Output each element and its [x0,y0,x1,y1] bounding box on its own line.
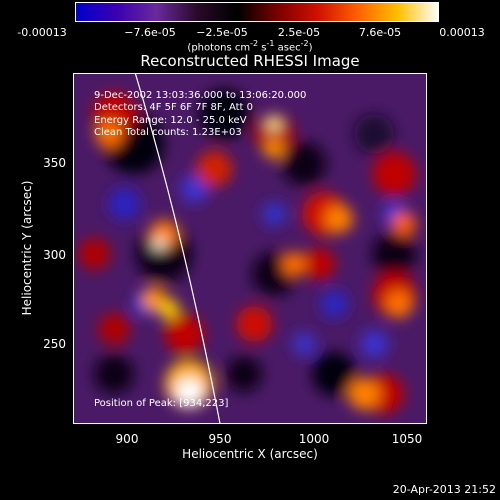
plot-title: Reconstructed RHESSI Image [140,52,360,70]
solar-limb-curve [134,74,221,423]
image-blob [325,205,353,233]
image-blob [226,356,262,392]
y-axis-label: Heliocentric Y (arcsec) [20,180,34,316]
y-tick-label: 300 [43,248,66,262]
image-blob [196,151,232,187]
x-axis-label: Heliocentric X (arcsec) [182,447,318,461]
reconstructed-image [74,74,426,423]
colorbar-tick-label: 7.6e-05 [358,26,402,39]
image-blob [372,152,416,196]
colorbar-tick-label: −7.6e-05 [124,26,176,39]
time-range-text: 9-Dec-2002 13:03:36.000 to 13:06:20.000 [94,90,307,101]
image-blob [264,139,284,159]
image-blob [348,378,380,410]
y-tick-label: 250 [43,337,66,351]
clean-counts-text: Clean Total counts: 1.23E+03 [94,127,242,138]
image-blob [372,232,416,276]
image-blob [282,252,306,276]
detectors-text: Detectors: 4F 5F 6F 7F 8F, Att 0 [94,102,254,113]
image-blob [78,238,110,270]
x-tick-label: 1050 [391,432,423,446]
image-blob [153,238,165,250]
image-blob [254,114,294,154]
image-blob [292,332,316,356]
x-tick-label: 950 [208,432,232,446]
image-blob [385,290,413,318]
peak-position-text: Position of Peak: [934,223] [94,398,229,409]
image-blob [320,290,348,318]
image-blob [360,330,388,358]
colorbar-tick-label: −2.5e-05 [196,26,248,39]
x-tick-label: 900 [115,432,139,446]
image-blob [262,202,286,226]
image-blob [175,378,203,406]
image-plot-area: 9-Dec-2002 13:03:36.000 to 13:06:20.000 … [73,73,427,424]
colorbar-gradient [76,3,438,21]
footer-timestamp: 20-Apr-2013 21:52 [392,483,496,496]
image-blob [180,175,208,203]
image-blob [267,117,281,131]
colorbar-tick-label: -0.00013 [17,26,67,39]
colorbar-tick-label: 2.5e-05 [277,26,321,39]
image-blob [95,120,123,148]
image-blob [108,188,140,220]
image-blob [136,226,192,282]
colorbar-units-label: (photons cm-2 s-1 asec-2) [187,39,313,54]
colorbar-tick-label: 0.00013 [439,26,485,39]
image-blob [98,313,130,345]
image-blob [236,306,272,342]
image-blob [312,352,356,396]
image-blob [164,314,204,354]
energy-range-text: Energy Range: 12.0 - 25.0 keV [94,115,247,126]
x-tick-label: 1000 [298,432,330,446]
image-blob [94,354,134,394]
image-blob [199,89,249,139]
image-blob [303,248,335,280]
image-blob [354,114,394,154]
y-tick-label: 350 [43,156,66,170]
image-blob [282,142,326,186]
image-blob [159,299,179,319]
colorbar [75,2,439,22]
image-blob [392,212,416,236]
